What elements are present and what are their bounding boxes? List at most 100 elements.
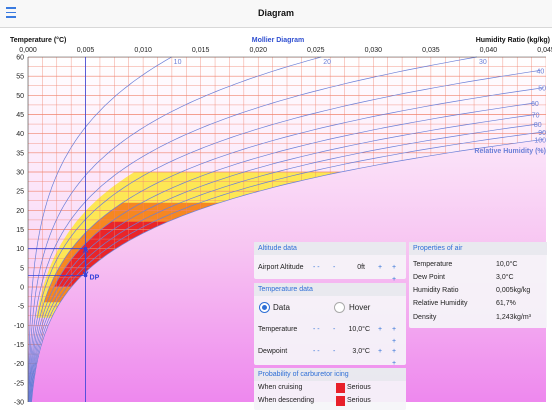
icing-zone-serious bbox=[54, 221, 168, 287]
rh-curve-label: 60 bbox=[531, 101, 539, 108]
rh-curve-label: 50 bbox=[538, 86, 546, 93]
property-label: Temperature bbox=[413, 261, 453, 268]
x-tick-label: 0,035 bbox=[422, 47, 440, 54]
rh-curve bbox=[29, 70, 541, 403]
property-row: Density 1,243kg/m³ bbox=[413, 312, 543, 324]
temperature-point bbox=[83, 246, 88, 251]
temperature-decrease-button[interactable]: - bbox=[333, 326, 336, 333]
rh-curve bbox=[29, 102, 535, 403]
temperature-panel: Temperature data Data Hover Temperature … bbox=[254, 283, 406, 367]
x-tick-label: 0,030 bbox=[365, 47, 383, 54]
icing-zone-light bbox=[36, 172, 341, 318]
x-tick-label: 0,000 bbox=[19, 47, 37, 54]
rh-curve bbox=[30, 123, 538, 403]
y-tick-label: -30 bbox=[14, 400, 24, 407]
dewpoint-decrease-button[interactable]: - bbox=[333, 348, 336, 355]
x-tick-label: 0,015 bbox=[192, 47, 210, 54]
mode-data-label: Data bbox=[273, 303, 290, 312]
y-tick-label: -20 bbox=[14, 361, 24, 368]
dewpoint-label: DP bbox=[90, 275, 100, 282]
y-tick-label: 20 bbox=[16, 208, 24, 215]
x-tick-label: 0,040 bbox=[480, 47, 498, 54]
x-tick-label: 0,005 bbox=[77, 47, 95, 54]
property-row: Humidity Ratio 0,005kg/kg bbox=[413, 285, 543, 297]
property-value: 61,7% bbox=[496, 300, 516, 307]
nav-bar: Diagram bbox=[0, 0, 552, 28]
property-label: Relative Humidity bbox=[413, 300, 468, 307]
rh-axis-label: Relative Humidity (%) bbox=[474, 148, 546, 155]
y-tick-label: 50 bbox=[16, 93, 24, 100]
property-row: Dew Point 3,0°C bbox=[413, 272, 543, 284]
y-tick-label: 0 bbox=[20, 285, 24, 292]
cruising-icing-swatch bbox=[336, 383, 345, 393]
altitude-panel: Altitude data Airport Altitude - - - 0ft… bbox=[254, 242, 406, 283]
altitude-decrease-large-button[interactable]: - - bbox=[313, 264, 320, 271]
rh-curve-label: 20 bbox=[323, 59, 331, 66]
temperature-increase-button[interactable]: + bbox=[378, 326, 383, 333]
dewpoint-increase-button[interactable]: + bbox=[378, 348, 383, 355]
descending-icing-swatch bbox=[336, 396, 345, 406]
x-tick-label: 0,020 bbox=[249, 47, 267, 54]
rh-curve-label: 70 bbox=[532, 113, 540, 120]
y-tick-label: 55 bbox=[16, 74, 24, 81]
altitude-decrease-button[interactable]: - bbox=[333, 264, 336, 271]
x-tick-label: 0,025 bbox=[307, 47, 325, 54]
property-row: Temperature 10,0°C bbox=[413, 259, 543, 271]
altitude-increase-large-button[interactable]: + + bbox=[392, 264, 397, 283]
rh-curve bbox=[28, 56, 478, 402]
dewpoint-increase-large-button[interactable]: + + bbox=[392, 348, 397, 367]
y-tick-label: -5 bbox=[18, 304, 24, 311]
cruising-icing-value: Serious bbox=[347, 384, 371, 391]
y-tick-label: 15 bbox=[16, 227, 24, 234]
mode-hover-radio[interactable] bbox=[334, 302, 345, 313]
dewpoint-value: 3,0°C bbox=[352, 348, 370, 355]
dewpoint-point bbox=[83, 273, 88, 278]
altitude-value: 0ft bbox=[357, 264, 365, 271]
y-tick-label: 45 bbox=[16, 112, 24, 119]
y-tick-label: -10 bbox=[14, 323, 24, 330]
properties-panel: Properties of air Temperature 10,0°C Dew… bbox=[409, 242, 547, 328]
hamburger-menu-icon[interactable] bbox=[6, 7, 16, 19]
temperature-panel-title: Temperature data bbox=[254, 283, 406, 296]
temperature-decrease-large-button[interactable]: - - bbox=[313, 326, 320, 333]
temperature-value: 10,0°C bbox=[348, 326, 370, 333]
property-row: Relative Humidity 61,7% bbox=[413, 298, 543, 310]
mode-data-radio[interactable] bbox=[259, 302, 270, 313]
y-tick-label: 40 bbox=[16, 131, 24, 138]
property-value: 1,243kg/m³ bbox=[496, 314, 532, 321]
y-tick-label: 30 bbox=[16, 170, 24, 177]
descending-label: When descending bbox=[258, 397, 315, 404]
rh-curve-label: 30 bbox=[479, 59, 487, 66]
property-value: 0,005kg/kg bbox=[496, 287, 531, 294]
property-value: 10,0°C bbox=[496, 261, 518, 268]
y-tick-label: -25 bbox=[14, 380, 24, 387]
rh-curve bbox=[30, 114, 536, 403]
x-axis-label: Humidity Ratio (kg/kg) bbox=[476, 37, 550, 44]
x-tick-label: 0,045 bbox=[537, 47, 552, 54]
rh-curve-label: 40 bbox=[536, 68, 544, 75]
y-tick-label: 35 bbox=[16, 150, 24, 157]
property-value: 3,0°C bbox=[496, 274, 514, 281]
icing-panel: Probability of carburetor icing When cru… bbox=[254, 368, 406, 410]
page-title: Diagram bbox=[257, 8, 294, 18]
y-tick-label: 10 bbox=[16, 246, 24, 253]
altitude-increase-button[interactable]: + bbox=[378, 264, 383, 271]
y-tick-label: -15 bbox=[14, 342, 24, 349]
y-tick-label: 5 bbox=[20, 265, 24, 272]
rh-curve-label: 80 bbox=[534, 122, 542, 129]
icing-panel-title: Probability of carburetor icing bbox=[254, 368, 406, 381]
temperature-label: Temperature bbox=[258, 326, 298, 333]
dewpoint-label: Dewpoint bbox=[258, 348, 288, 355]
y-tick-label: 60 bbox=[16, 55, 24, 62]
rh-curve bbox=[28, 56, 322, 402]
altitude-panel-title: Altitude data bbox=[254, 242, 406, 255]
rh-curve-label: 100 bbox=[534, 137, 546, 144]
dewpoint-decrease-large-button[interactable]: - - bbox=[313, 348, 320, 355]
descending-icing-value: Serious bbox=[347, 397, 371, 404]
cruising-label: When cruising bbox=[258, 384, 303, 391]
rh-curve bbox=[29, 87, 544, 403]
y-tick-label: 25 bbox=[16, 189, 24, 196]
temperature-increase-large-button[interactable]: + + bbox=[392, 326, 397, 345]
